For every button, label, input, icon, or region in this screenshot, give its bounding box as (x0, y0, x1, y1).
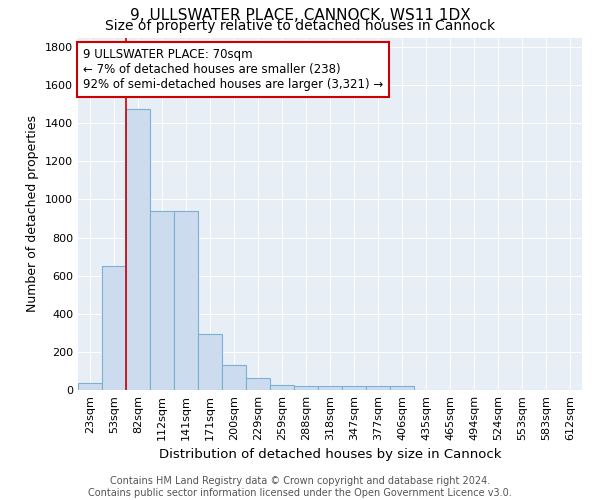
Text: Contains HM Land Registry data © Crown copyright and database right 2024.
Contai: Contains HM Land Registry data © Crown c… (88, 476, 512, 498)
Y-axis label: Number of detached properties: Number of detached properties (26, 116, 40, 312)
Bar (174, 211, 198, 390)
Bar (150, 211, 174, 390)
Text: 9 ULLSWATER PLACE: 70sqm
← 7% of detached houses are smaller (238)
92% of semi-d: 9 ULLSWATER PLACE: 70sqm ← 7% of detache… (83, 48, 383, 91)
Bar (366, 386, 390, 390)
Bar (246, 378, 270, 390)
Bar (222, 365, 246, 390)
Bar (294, 386, 318, 390)
Bar (126, 109, 150, 390)
Bar (342, 386, 366, 390)
Bar (102, 266, 126, 390)
Text: 9, ULLSWATER PLACE, CANNOCK, WS11 1DX: 9, ULLSWATER PLACE, CANNOCK, WS11 1DX (130, 8, 470, 22)
X-axis label: Distribution of detached houses by size in Cannock: Distribution of detached houses by size … (159, 448, 501, 462)
Text: Size of property relative to detached houses in Cannock: Size of property relative to detached ho… (105, 19, 495, 33)
Bar (78, 384, 102, 390)
Bar (318, 386, 342, 390)
Bar (270, 385, 294, 390)
Bar (390, 386, 414, 390)
Bar (198, 334, 222, 390)
